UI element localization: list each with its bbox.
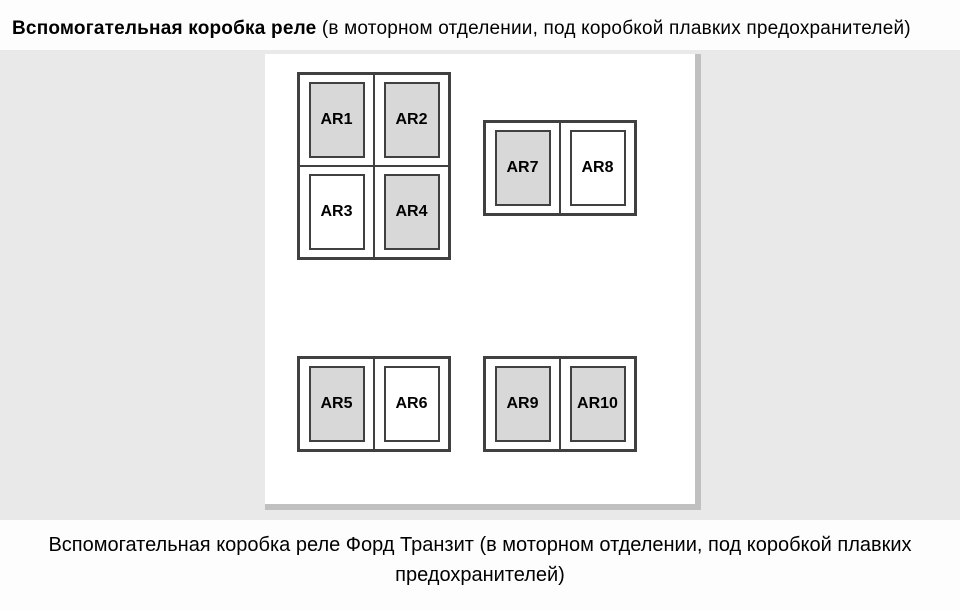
relay-cell: AR10 [559,357,636,451]
relay-cell: AR9 [484,357,561,451]
diagram-caption: Вспомогательная коробка реле Форд Транзи… [0,520,960,590]
relay-ar6: AR6 [384,366,440,442]
relay-ar8: AR8 [570,130,626,206]
page-title: Вспомогательная коробка реле (в моторном… [0,0,960,50]
relay-cell: AR4 [373,165,450,259]
group-bottom-left: AR5 AR6 [297,356,451,452]
relay-cell: AR3 [298,165,375,259]
group-bottom-right: AR9 AR10 [483,356,637,452]
relay-cell: AR8 [559,121,636,215]
relay-cell: AR6 [373,357,450,451]
relay-cell: AR7 [484,121,561,215]
relay-cell: AR1 [298,73,375,167]
relay-ar1: AR1 [309,82,365,158]
relay-panel: AR1 AR2 AR3 AR4 AR7 AR8 AR5 AR6 AR9 AR10 [265,54,701,510]
title-rest: (в моторном отделении, под коробкой плав… [316,18,910,39]
relay-ar10: AR10 [570,366,626,442]
relay-ar4: AR4 [384,174,440,250]
relay-ar9: AR9 [495,366,551,442]
title-bold: Вспомогательная коробка реле [12,18,316,39]
group-top-left: AR1 AR2 AR3 AR4 [297,72,451,260]
relay-ar3: AR3 [309,174,365,250]
relay-ar7: AR7 [495,130,551,206]
relay-ar5: AR5 [309,366,365,442]
group-top-right: AR7 AR8 [483,120,637,216]
diagram-stage: AR1 AR2 AR3 AR4 AR7 AR8 AR5 AR6 AR9 AR10 [0,50,960,520]
relay-ar2: AR2 [384,82,440,158]
relay-cell: AR2 [373,73,450,167]
relay-cell: AR5 [298,357,375,451]
